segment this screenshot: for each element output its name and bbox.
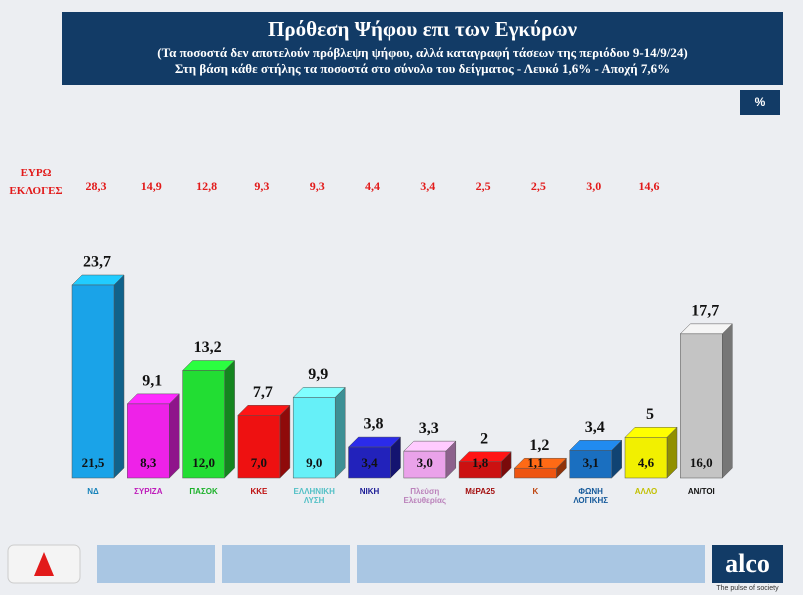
inner-value-label: 21,5 (82, 455, 105, 470)
header: Πρόθεση Ψήφου επι των Εγκύρων (Τα ποσοστ… (62, 12, 783, 85)
category-label: Πλεύση Ελευθερίας (403, 487, 447, 505)
inner-value-label: 12,0 (192, 455, 215, 470)
bar (71, 284, 115, 479)
category-label: Κ (532, 487, 539, 496)
category-label: ΑΛΛΟ (634, 487, 658, 496)
value-label: 7,7 (253, 384, 273, 401)
unit-badge: % (740, 90, 780, 115)
euro-value-label: 3,4 (420, 179, 435, 193)
category-label: ΕΛΛΗΝΙΚΗ ΛΥΣΗ (293, 487, 335, 505)
bar-side (113, 274, 125, 479)
value-label: 3,8 (364, 416, 384, 433)
inner-value-label: 16,0 (690, 455, 713, 470)
chart-title: Πρόθεση Ψήφου επι των Εγκύρων (268, 17, 577, 41)
inner-value-label: 3,4 (361, 455, 378, 470)
inner-value-label: 1,8 (472, 455, 489, 470)
inner-value-label: 1,1 (527, 455, 543, 470)
euro-value-label: 2,5 (531, 179, 546, 193)
bar (127, 403, 170, 479)
bar (348, 446, 391, 479)
inner-value-label: 3,0 (417, 455, 433, 470)
value-label: 5 (646, 406, 654, 423)
brand-name: alco (712, 545, 783, 583)
bar (182, 370, 225, 479)
euro-label: ΕΥΡΩ ΕΚΛΟΓΕΣ (9, 167, 63, 197)
note: Στη βάση κάθε στήλης τα ποσοστά στο σύνο… (174, 61, 671, 76)
euro-value-label: 2,5 (476, 179, 491, 193)
brand-tagline: The pulse of society (716, 585, 779, 592)
category-label: ΚΚΕ (250, 487, 268, 496)
euro-value-label: 9,3 (310, 179, 325, 193)
bar (292, 397, 336, 479)
bar (403, 450, 447, 479)
euro-value-label: 4,4 (365, 179, 380, 193)
euro-value-label: 3,0 (586, 179, 601, 193)
footer-bar (97, 545, 215, 583)
category-label: ΝΔ (87, 487, 99, 496)
value-label: 9,9 (308, 366, 328, 383)
bar (458, 461, 502, 479)
bar (624, 437, 668, 479)
category-label: ΑΝ/ΤΟΙ (687, 487, 715, 496)
bar-side (334, 386, 346, 479)
inner-value-label: 8,3 (140, 455, 157, 470)
value-label: 2 (480, 430, 488, 447)
inner-value-label: 7,0 (251, 455, 267, 470)
category-label: ΦΩΝΗ ΛΟΓΙΚΗΣ (573, 487, 609, 505)
bar (237, 415, 281, 479)
inner-value-label: 4,6 (638, 455, 655, 470)
bar-side (224, 359, 235, 479)
bar-side (722, 323, 733, 479)
inner-value-label: 3,1 (583, 455, 599, 470)
subtitle: (Τα ποσοστά δεν αποτελούν πρόβλεψη ψήφου… (157, 45, 688, 60)
bar-side (169, 393, 180, 479)
bar (514, 467, 557, 479)
logo-icon (34, 552, 54, 576)
value-label: 17,7 (691, 303, 719, 320)
footer-bar (222, 545, 350, 583)
euro-value-label: 14,9 (141, 179, 162, 193)
inner-value-label: 9,0 (306, 455, 322, 470)
bar (569, 450, 612, 479)
category-label: ΣΥΡΙΖΑ (134, 487, 163, 496)
bar (680, 333, 723, 479)
bar-side (279, 404, 291, 479)
euro-value-label: 14,6 (639, 179, 660, 193)
category-label: ΝΙΚΗ (359, 487, 380, 496)
footer-bar (357, 545, 705, 583)
value-label: 23,7 (83, 254, 111, 271)
euro-value-label: 9,3 (254, 179, 269, 193)
value-label: 3,4 (585, 419, 605, 436)
category-label: ΠΑΣΟΚ (189, 487, 218, 496)
euro-value-label: 12,8 (196, 179, 217, 193)
euro-value-label: 28,3 (86, 179, 107, 193)
category-label: ΜέΡΑ25 (465, 487, 495, 496)
value-label: 1,2 (529, 437, 549, 454)
value-label: 13,2 (194, 339, 222, 356)
value-label: 3,3 (419, 420, 439, 437)
value-label: 9,1 (142, 373, 162, 390)
